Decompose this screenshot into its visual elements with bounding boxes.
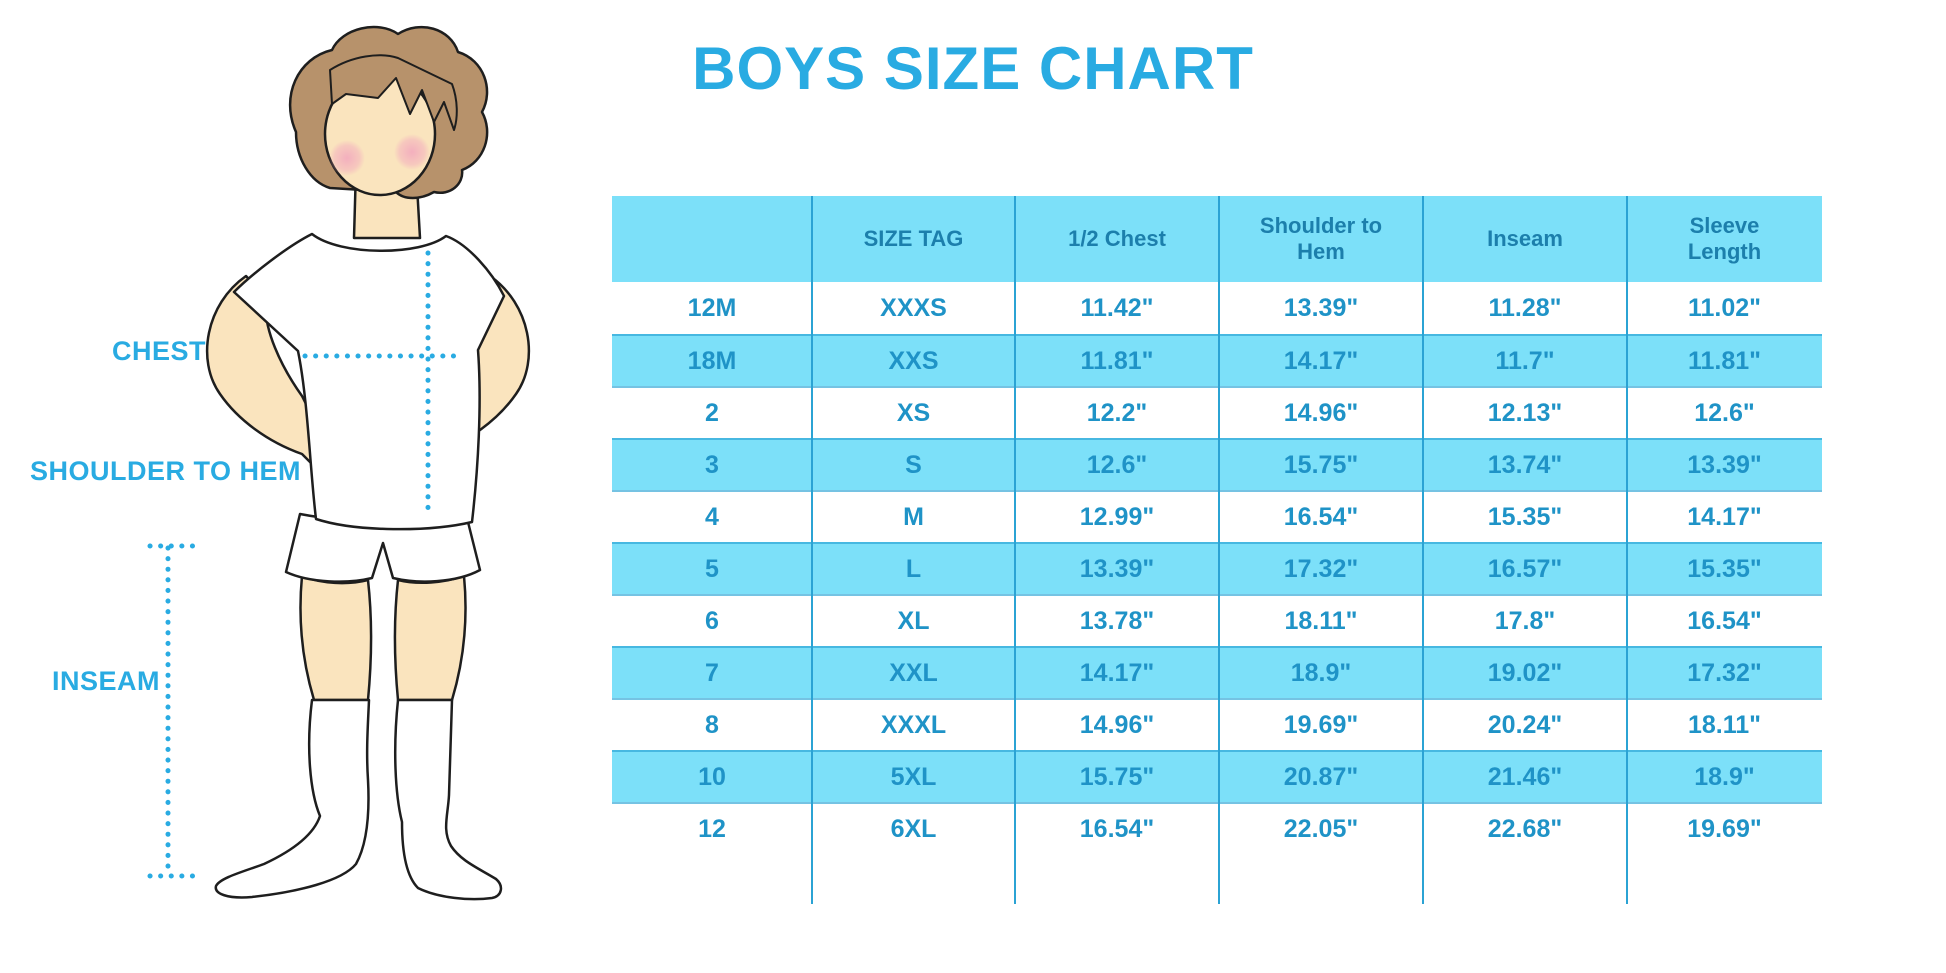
measurement-cell: 13.74" (1423, 438, 1627, 490)
measurement-cell: 21.46" (1423, 750, 1627, 802)
measurement-cell: 14.17" (1219, 334, 1423, 386)
size-cell: 18M (612, 334, 812, 386)
measurement-cell: XXL (812, 646, 1015, 698)
boy-cheek-right (394, 134, 430, 170)
size-chart-table: SIZE TAG 1/2 Chest Shoulder to Hem Insea… (612, 196, 1822, 904)
boy-illustration (147, 25, 531, 901)
measurement-cell: 12.99" (1015, 490, 1219, 542)
measurement-cell: 16.54" (1627, 594, 1822, 646)
page-title: BOYS SIZE CHART (692, 35, 1254, 102)
measurement-cell: 11.28" (1423, 282, 1627, 334)
measurement-figure-panel: CHEST SHOULDER TO HEM INSEAM (0, 0, 612, 973)
measurement-cell: 13.39" (1627, 438, 1822, 490)
measurement-cell: 14.96" (1015, 698, 1219, 750)
size-cell: 3 (612, 438, 812, 490)
measurement-cell: 6XL (812, 802, 1015, 854)
measurement-cell: 15.35" (1423, 490, 1627, 542)
boy-cheek-left (329, 140, 365, 176)
measurement-cell: 15.75" (1219, 438, 1423, 490)
measurement-cell: XS (812, 386, 1015, 438)
column-divider (811, 196, 813, 904)
measurement-cell: 16.54" (1219, 490, 1423, 542)
boy-left-leg (299, 574, 373, 702)
shoulder-to-hem-label: SHOULDER TO HEM (30, 456, 302, 486)
measurement-cell: 14.17" (1627, 490, 1822, 542)
column-header-sleeve-length: Sleeve Length (1627, 196, 1822, 282)
measurement-cell: 11.42" (1015, 282, 1219, 334)
measurement-cell: 11.81" (1015, 334, 1219, 386)
measurement-cell: 18.11" (1627, 698, 1822, 750)
measurement-cell: 16.57" (1423, 542, 1627, 594)
measurement-cell: S (812, 438, 1015, 490)
measurement-cell: 19.69" (1627, 802, 1822, 854)
measurement-cell: 20.87" (1219, 750, 1423, 802)
measurement-cell: 11.02" (1627, 282, 1822, 334)
size-cell: 12 (612, 802, 812, 854)
size-cell: 8 (612, 698, 812, 750)
measurement-cell: 17.32" (1627, 646, 1822, 698)
boy-tshirt (232, 232, 506, 531)
size-cell: 2 (612, 386, 812, 438)
measurement-cell: 13.39" (1015, 542, 1219, 594)
measurement-cell: 13.78" (1015, 594, 1219, 646)
measurement-cell: 22.05" (1219, 802, 1423, 854)
measurement-cell: 19.69" (1219, 698, 1423, 750)
boy-right-sock (394, 698, 503, 901)
measurement-cell: 11.81" (1627, 334, 1822, 386)
measurement-cell: 14.96" (1219, 386, 1423, 438)
column-header-half-chest: 1/2 Chest (1015, 196, 1219, 282)
measurement-cell: 18.11" (1219, 594, 1423, 646)
measurement-cell: 17.8" (1423, 594, 1627, 646)
measurement-cell: 19.02" (1423, 646, 1627, 698)
size-cell: 12M (612, 282, 812, 334)
boy-left-sock (214, 698, 371, 899)
chest-label: CHEST (111, 336, 206, 366)
measurement-cell: 15.35" (1627, 542, 1822, 594)
measurement-cell: 22.68" (1423, 802, 1627, 854)
measurement-cell: 12.6" (1015, 438, 1219, 490)
column-divider (1626, 196, 1628, 904)
size-table-grid: SIZE TAG 1/2 Chest Shoulder to Hem Insea… (612, 196, 1822, 854)
boy-left-arm (205, 274, 340, 472)
measurement-cell: 15.75" (1015, 750, 1219, 802)
measurement-cell: 16.54" (1015, 802, 1219, 854)
measurement-cell: XXS (812, 334, 1015, 386)
inseam-label: INSEAM (52, 666, 161, 696)
measurement-cell: XXXS (812, 282, 1015, 334)
measurement-cell: 12.13" (1423, 386, 1627, 438)
measurement-cell: 17.32" (1219, 542, 1423, 594)
measurement-cell: 13.39" (1219, 282, 1423, 334)
measurement-cell: 12.6" (1627, 386, 1822, 438)
measurement-cell: 12.2" (1015, 386, 1219, 438)
boy-hair-fringe (329, 54, 458, 131)
size-cell: 5 (612, 542, 812, 594)
column-header-shoulder-to-hem: Shoulder to Hem (1219, 196, 1423, 282)
measurement-cell: 14.17" (1015, 646, 1219, 698)
measurement-cell: 20.24" (1423, 698, 1627, 750)
size-cell: 7 (612, 646, 812, 698)
size-cell: 4 (612, 490, 812, 542)
measurement-cell: XL (812, 594, 1015, 646)
measurement-cell: M (812, 490, 1015, 542)
measurement-cell: XXXL (812, 698, 1015, 750)
measurement-cell: 5XL (812, 750, 1015, 802)
measurement-cell: 18.9" (1219, 646, 1423, 698)
size-cell: 6 (612, 594, 812, 646)
column-divider (1218, 196, 1220, 904)
measurement-cell: 11.7" (1423, 334, 1627, 386)
column-divider (1014, 196, 1016, 904)
measurement-cell: 18.9" (1627, 750, 1822, 802)
column-divider (1422, 196, 1424, 904)
column-header-inseam: Inseam (1423, 196, 1627, 282)
boy-right-leg (393, 574, 467, 702)
column-header-size (612, 196, 812, 282)
measurement-cell: L (812, 542, 1015, 594)
column-header-size-tag: SIZE TAG (812, 196, 1015, 282)
size-cell: 10 (612, 750, 812, 802)
